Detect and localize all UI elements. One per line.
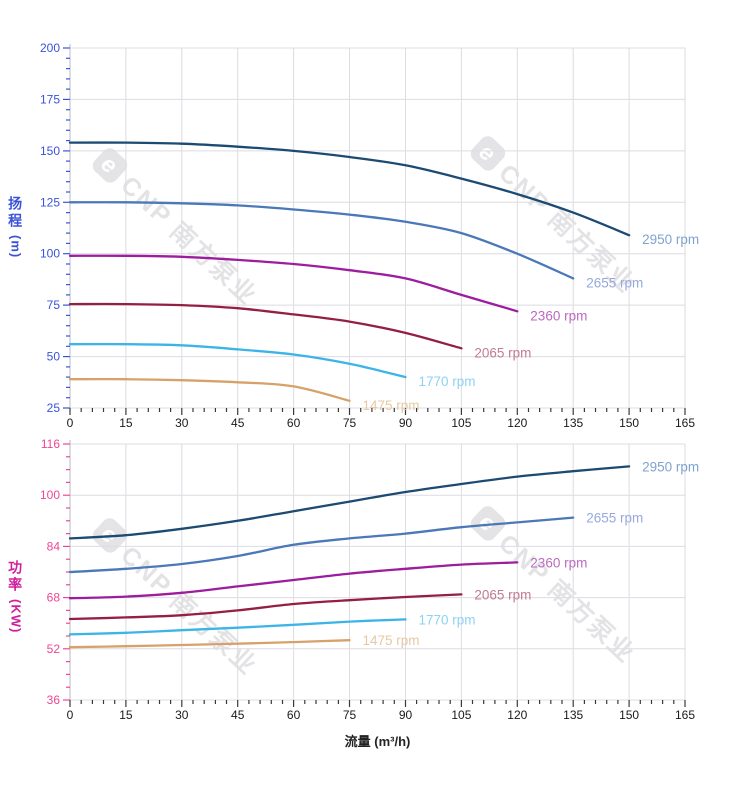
x-tick-label: 45: [231, 708, 245, 722]
power-curve-2950-rpm: [68, 465, 631, 540]
power-y-tick-labels: 36 52 68 84 100 116: [40, 437, 60, 707]
power-curve-label-1770: 1770 rpm: [419, 612, 476, 627]
head-axis-unit: (m): [8, 235, 24, 259]
head-curve-label-2950: 2950 rpm: [642, 232, 699, 247]
y-tick-label: 68: [47, 591, 61, 605]
head-curve-label-2655: 2655 rpm: [586, 275, 643, 290]
head-axis-title: 扬程 (m): [7, 196, 23, 258]
y-tick-label: 36: [47, 693, 61, 707]
y-tick-label: 175: [40, 92, 60, 106]
power-curve-1475-rpm: [68, 639, 351, 649]
power-curve-label-2950: 2950 rpm: [642, 459, 699, 474]
head-curve-2360-rpm: [68, 254, 519, 313]
power-axis-unit: (KW): [8, 599, 24, 634]
power-curve-label-2655: 2655 rpm: [586, 511, 643, 526]
flow-axis-title: 流量 (m³/h): [344, 734, 411, 749]
power-axis-title: 功率 (KW): [7, 560, 23, 633]
x-tick-label: 150: [619, 708, 639, 722]
power-axis-title-text: 功率: [7, 560, 24, 594]
head-chart: 25 50 75 100 125 150 175 200 0 15 30 45 60 75 90 105 120…: [40, 41, 699, 430]
x-tick-label: 0: [67, 416, 74, 430]
x-tick-label: 150: [619, 416, 639, 430]
x-tick-label: 0: [67, 708, 74, 722]
y-tick-label: 25: [47, 401, 61, 415]
y-tick-label: 100: [40, 488, 60, 502]
y-tick-label: 50: [47, 350, 61, 364]
y-tick-label: 150: [40, 144, 60, 158]
head-curve-1770-rpm: [68, 343, 407, 379]
power-chart: 36 52 68 84 100 116 0 15 30 45 60 75 90 105 120 135 150 1…: [40, 437, 699, 722]
power-curve-label-1475: 1475 rpm: [363, 633, 420, 648]
x-tick-label: 15: [119, 708, 133, 722]
head-curves: [68, 141, 631, 402]
x-tick-label: 30: [175, 708, 189, 722]
x-tick-label: 105: [451, 416, 471, 430]
head-grid: [70, 47, 686, 409]
x-tick-label: 15: [119, 416, 133, 430]
head-curve-1475-rpm: [68, 377, 351, 402]
power-curve-2360-rpm: [68, 561, 519, 600]
head-curve-label-2360: 2360 rpm: [530, 308, 587, 323]
head-curve-2065-rpm: [68, 302, 463, 350]
power-curve-2065-rpm: [68, 593, 463, 621]
x-tick-label: 105: [451, 708, 471, 722]
x-tick-label: 45: [231, 416, 245, 430]
x-tick-label: 135: [563, 416, 583, 430]
x-tick-label: 135: [563, 708, 583, 722]
x-tick-label: 75: [343, 416, 357, 430]
y-tick-label: 100: [40, 247, 60, 261]
x-tick-label: 60: [287, 416, 301, 430]
power-curve-label-2065: 2065 rpm: [474, 587, 531, 602]
y-tick-label: 125: [40, 195, 60, 209]
x-tick-label: 165: [675, 416, 695, 430]
y-tick-label: 200: [40, 41, 60, 55]
head-curve-label-1475: 1475 rpm: [363, 398, 420, 413]
power-y-ticks: [63, 443, 70, 701]
head-x-tick-labels: 0 15 30 45 60 75 90 105 120 135 150 165: [67, 416, 696, 430]
y-tick-label: 116: [41, 437, 60, 451]
head-x-ticks: [69, 408, 686, 415]
x-tick-label: 75: [343, 708, 357, 722]
x-tick-label: 120: [507, 416, 527, 430]
head-y-ticks: [63, 47, 70, 409]
head-curve-2655-rpm: [68, 201, 575, 280]
x-tick-label: 90: [399, 708, 413, 722]
y-tick-label: 52: [47, 642, 61, 656]
x-tick-label: 165: [675, 708, 695, 722]
power-curve-1770-rpm: [68, 618, 407, 636]
head-curve-label-1770: 1770 rpm: [419, 374, 476, 389]
head-axis-title-text: 扬程: [7, 196, 24, 230]
x-tick-label: 90: [399, 416, 413, 430]
head-y-tick-labels: 25 50 75 100 125 150 175 200: [40, 41, 60, 415]
y-tick-label: 75: [47, 298, 61, 312]
power-x-ticks: [69, 700, 686, 707]
x-tick-label: 120: [507, 708, 527, 722]
head-curve-label-2065: 2065 rpm: [474, 345, 531, 360]
x-tick-label: 30: [175, 416, 189, 430]
head-curve-2950-rpm: [68, 141, 631, 237]
power-x-tick-labels: 0 15 30 45 60 75 90 105 120 135 150 165: [67, 708, 696, 722]
power-curve-label-2360: 2360 rpm: [530, 555, 587, 570]
y-tick-label: 84: [47, 539, 61, 553]
x-tick-label: 60: [287, 708, 301, 722]
